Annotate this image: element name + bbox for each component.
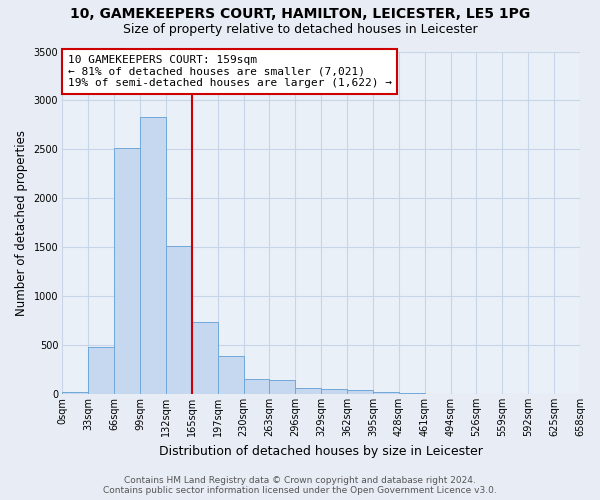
- Bar: [192, 322, 218, 394]
- Bar: [295, 388, 321, 394]
- Text: 10 GAMEKEEPERS COURT: 159sqm
← 81% of detached houses are smaller (7,021)
19% of: 10 GAMEKEEPERS COURT: 159sqm ← 81% of de…: [68, 55, 392, 88]
- Bar: [321, 389, 347, 394]
- Y-axis label: Number of detached properties: Number of detached properties: [15, 130, 28, 316]
- Bar: [399, 393, 425, 394]
- Bar: [88, 347, 114, 394]
- X-axis label: Distribution of detached houses by size in Leicester: Distribution of detached houses by size …: [159, 444, 483, 458]
- Bar: [269, 380, 295, 394]
- Bar: [218, 356, 244, 394]
- Bar: [114, 148, 140, 394]
- Bar: [140, 117, 166, 394]
- Bar: [166, 246, 192, 394]
- Bar: [62, 392, 88, 394]
- Bar: [244, 380, 269, 394]
- Text: Contains HM Land Registry data © Crown copyright and database right 2024.
Contai: Contains HM Land Registry data © Crown c…: [103, 476, 497, 495]
- Bar: [373, 392, 399, 394]
- Text: 10, GAMEKEEPERS COURT, HAMILTON, LEICESTER, LE5 1PG: 10, GAMEKEEPERS COURT, HAMILTON, LEICEST…: [70, 8, 530, 22]
- Text: Size of property relative to detached houses in Leicester: Size of property relative to detached ho…: [122, 22, 478, 36]
- Bar: [347, 390, 373, 394]
